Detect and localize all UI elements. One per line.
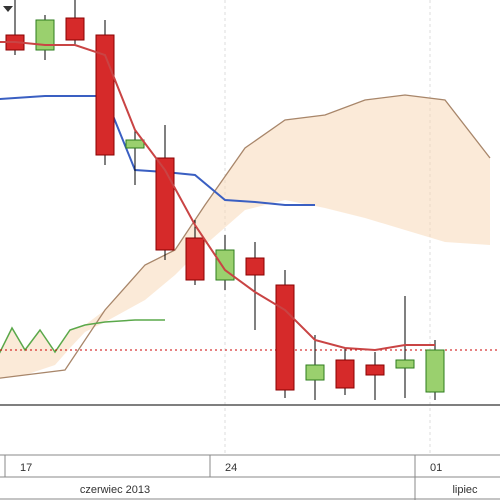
- svg-text:24: 24: [225, 462, 237, 474]
- svg-text:lipiec: lipiec: [452, 484, 478, 496]
- svg-text:czerwiec 2013: czerwiec 2013: [80, 484, 150, 496]
- candlestick-chart: 17 24 01 czerwiec 2013 lipiec: [0, 0, 500, 500]
- svg-text:01: 01: [430, 462, 442, 474]
- svg-text:17: 17: [20, 462, 32, 474]
